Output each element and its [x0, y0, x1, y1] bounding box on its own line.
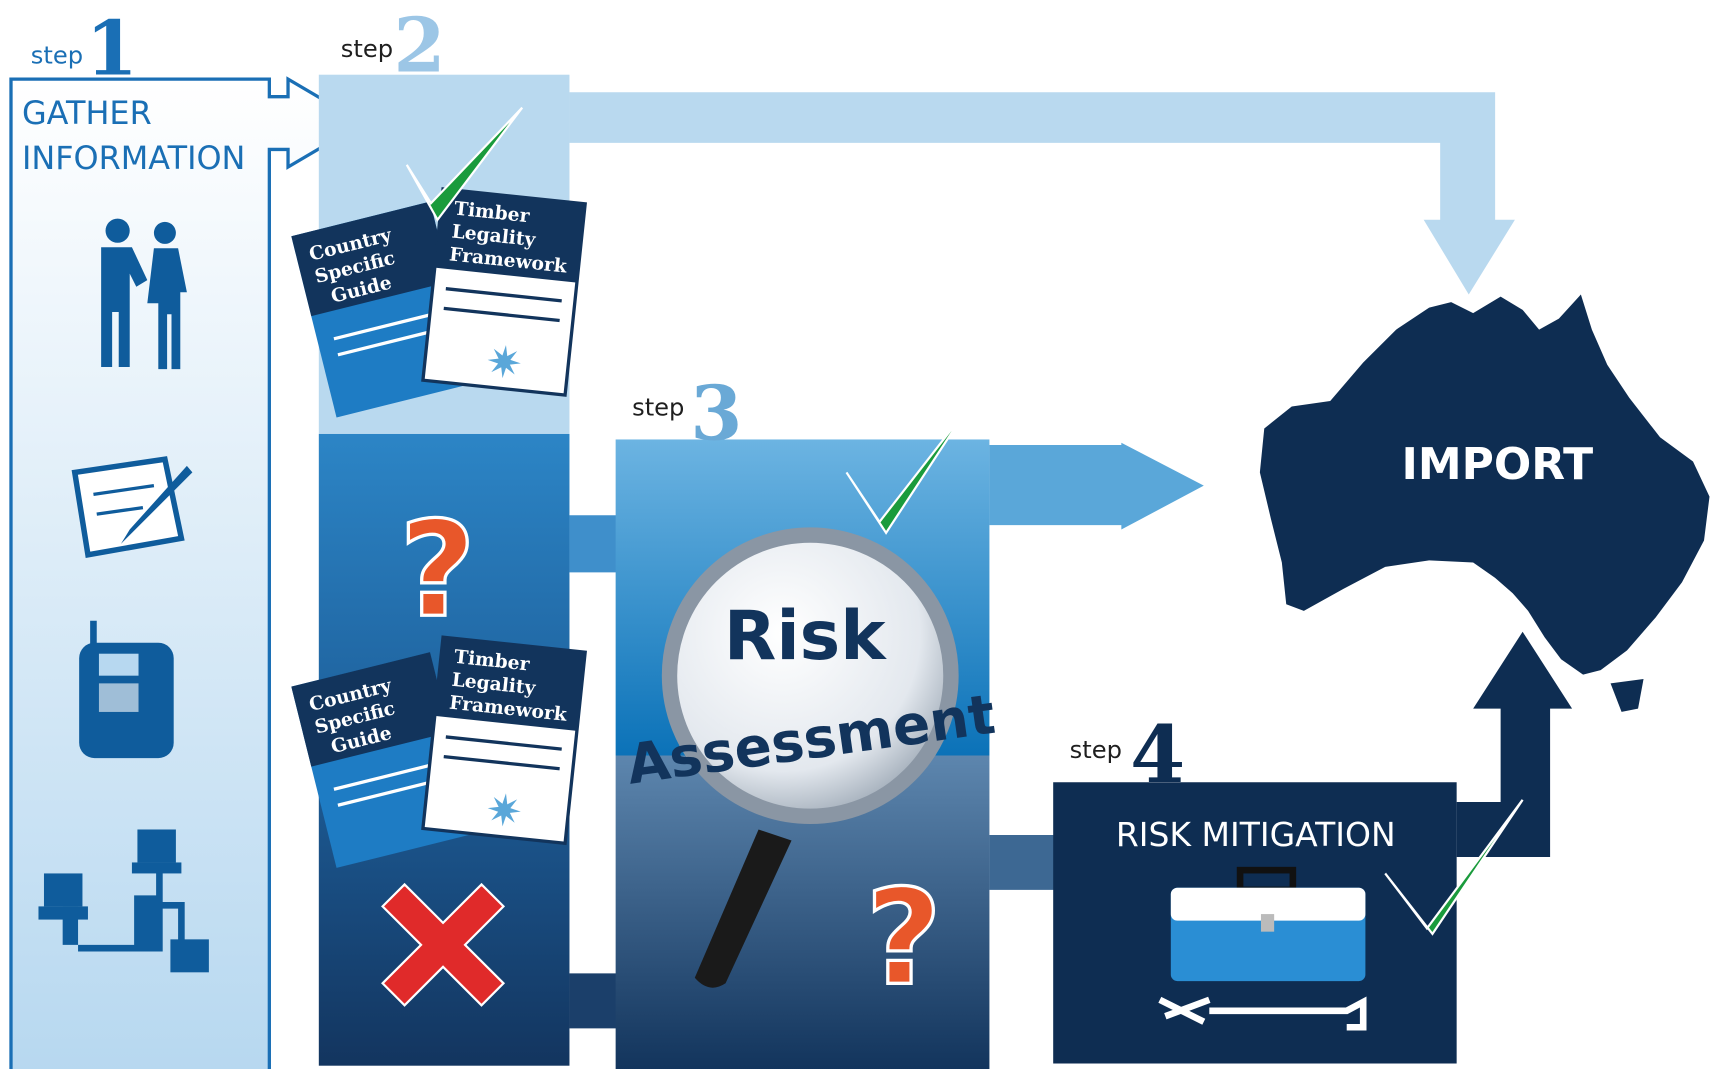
network-icon: [38, 829, 209, 973]
handshake-icon: [101, 218, 187, 370]
arrow-to-import: [1456, 631, 1573, 857]
question-mark: ?: [399, 494, 476, 647]
magnifier: [661, 527, 959, 988]
svg-text:✷: ✷: [483, 336, 525, 391]
australia-map: [1259, 294, 1710, 675]
step-label: step: [632, 393, 684, 421]
step-label: step: [341, 35, 393, 63]
checkmark: [845, 408, 969, 535]
arrow-to-import: [989, 442, 1204, 530]
magnifier-title: Risk: [724, 597, 887, 676]
step-number: 2: [394, 1, 446, 89]
red-cross: [381, 882, 506, 1007]
doc-timber-framework: Timber Legality Framework ✷: [421, 187, 587, 397]
phone-icon: [79, 620, 174, 759]
destination-label: IMPORT: [1402, 439, 1594, 490]
step-title: GATHER: [22, 94, 152, 132]
question-mark: ?: [865, 862, 942, 1015]
step-label: step: [1070, 736, 1122, 764]
doc-country-guide: Country Specific Guide ✷: [291, 201, 479, 418]
step-number: 1: [86, 5, 138, 93]
step-number: 4: [1130, 708, 1185, 801]
checkmark: [1384, 799, 1524, 936]
step-label: step: [31, 42, 83, 70]
toolbox: [1158, 866, 1367, 1031]
tasmania: [1610, 678, 1644, 712]
step-title: RISK MITIGATION: [1116, 815, 1396, 854]
doc-timber-framework: Timber Legality Framework ✷: [421, 635, 587, 846]
step-number: 3: [690, 369, 742, 457]
step-title: INFORMATION: [22, 139, 245, 177]
svg-text:✷: ✷: [483, 784, 525, 839]
document-icon: [71, 456, 193, 559]
arrow-to-import: [569, 92, 1515, 295]
checkmark: [405, 106, 524, 222]
